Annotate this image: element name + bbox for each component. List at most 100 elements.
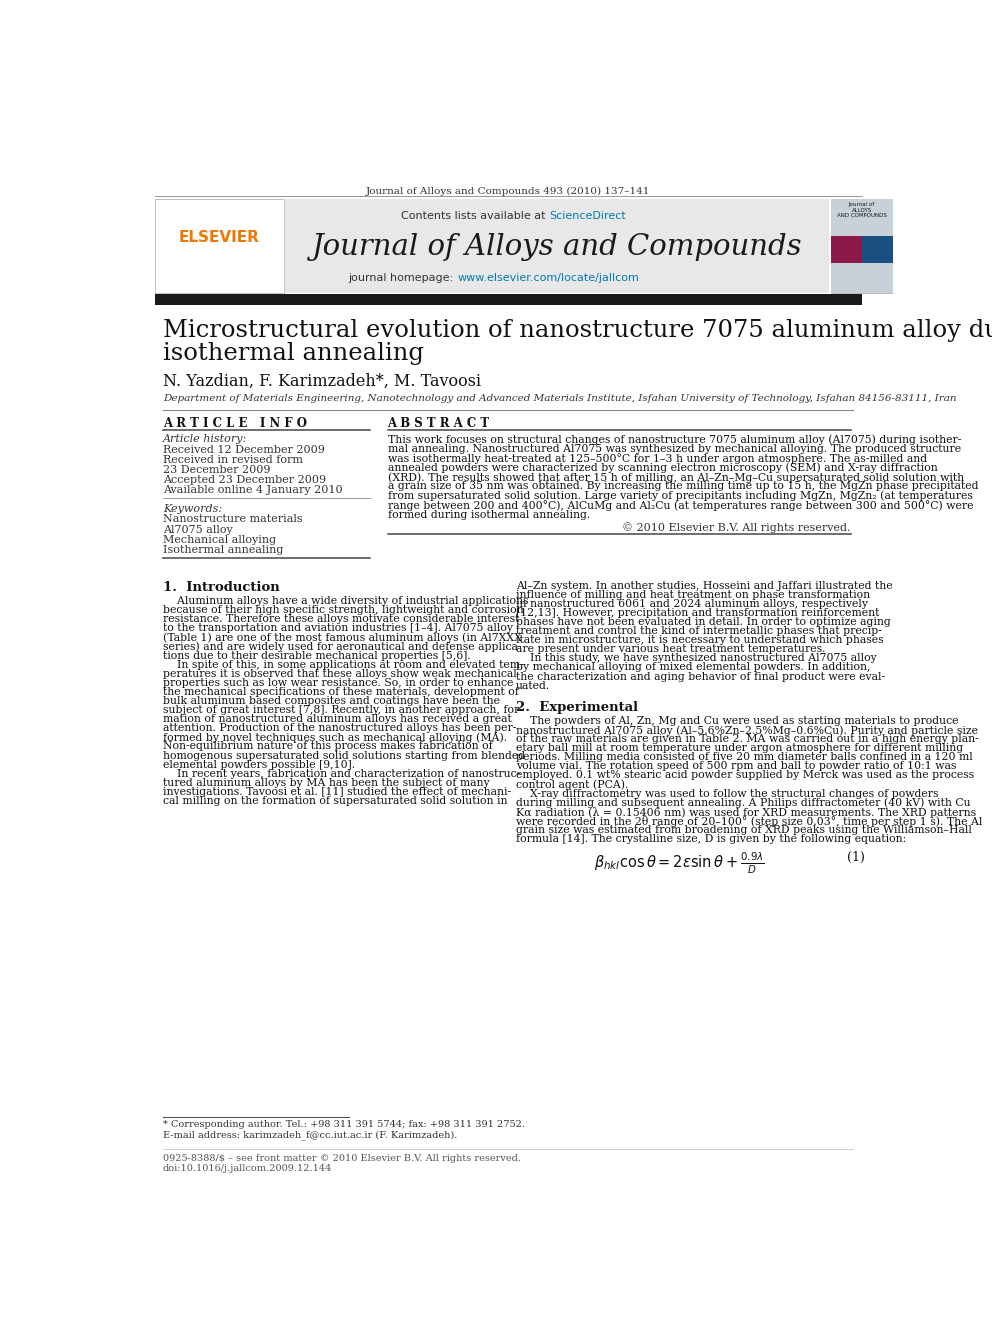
- Text: phases have not been evaluated in detail. In order to optimize aging: phases have not been evaluated in detail…: [516, 617, 891, 627]
- Text: Keywords:: Keywords:: [163, 504, 222, 513]
- Text: Received in revised form: Received in revised form: [163, 455, 303, 466]
- Text: in nanostructured 6061 and 2024 aluminum alloys, respectively: in nanostructured 6061 and 2024 aluminum…: [516, 599, 868, 609]
- FancyBboxPatch shape: [831, 198, 893, 292]
- Text: Kα radiation (λ = 0.15406 nm) was used for XRD measurements. The XRD patterns: Kα radiation (λ = 0.15406 nm) was used f…: [516, 807, 976, 818]
- Text: volume vial. The rotation speed of 500 rpm and ball to powder ratio of 10:1 was: volume vial. The rotation speed of 500 r…: [516, 761, 956, 771]
- Text: In recent years, fabrication and characterization of nanostruc-: In recent years, fabrication and charact…: [163, 769, 520, 779]
- Text: Accepted 23 December 2009: Accepted 23 December 2009: [163, 475, 326, 486]
- Text: doi:10.1016/j.jallcom.2009.12.144: doi:10.1016/j.jallcom.2009.12.144: [163, 1164, 332, 1172]
- Text: ELSEVIER: ELSEVIER: [179, 230, 260, 245]
- Text: Contents lists available at: Contents lists available at: [401, 212, 549, 221]
- Text: attention. Production of the nanostructured alloys has been per-: attention. Production of the nanostructu…: [163, 724, 516, 733]
- Text: ScienceDirect: ScienceDirect: [550, 212, 626, 221]
- Text: © 2010 Elsevier B.V. All rights reserved.: © 2010 Elsevier B.V. All rights reserved…: [622, 523, 851, 533]
- Text: This work focuses on structural changes of nanostructure 7075 aluminum alloy (Al: This work focuses on structural changes …: [388, 434, 961, 445]
- Text: X-ray diffractometry was used to follow the structural changes of powders: X-ray diffractometry was used to follow …: [516, 789, 938, 799]
- Text: Available online 4 January 2010: Available online 4 January 2010: [163, 486, 342, 495]
- FancyBboxPatch shape: [831, 198, 893, 235]
- Text: Nanostructure materials: Nanostructure materials: [163, 515, 303, 524]
- Text: journal homepage:: journal homepage:: [348, 273, 457, 283]
- Text: a grain size of 35 nm was obtained. By increasing the milling time up to 15 h, t: a grain size of 35 nm was obtained. By i…: [388, 482, 978, 491]
- Text: Microstructural evolution of nanostructure 7075 aluminum alloy during: Microstructural evolution of nanostructu…: [163, 319, 992, 341]
- Text: formula [14]. The crystalline size, D is given by the following equation:: formula [14]. The crystalline size, D is…: [516, 833, 907, 844]
- Text: resistance. Therefore these alloys motivate considerable interest: resistance. Therefore these alloys motiv…: [163, 614, 519, 624]
- Text: [12,13]. However, precipitation and transformation reinforcement: [12,13]. However, precipitation and tran…: [516, 609, 880, 618]
- Text: A R T I C L E   I N F O: A R T I C L E I N F O: [163, 418, 307, 430]
- Text: Department of Materials Engineering, Nanotechnology and Advanced Materials Insti: Department of Materials Engineering, Nan…: [163, 394, 956, 404]
- Text: are present under various heat treatment temperatures.: are present under various heat treatment…: [516, 644, 825, 655]
- Text: was isothermally heat-treated at 125–500°C for 1–3 h under argon atmosphere. The: was isothermally heat-treated at 125–500…: [388, 454, 927, 464]
- Text: In spite of this, in some applications at room and elevated tem-: In spite of this, in some applications a…: [163, 660, 524, 669]
- Text: series) and are widely used for aeronautical and defense applica-: series) and are widely used for aeronaut…: [163, 642, 521, 652]
- Text: Journal of Alloys and Compounds: Journal of Alloys and Compounds: [311, 233, 803, 261]
- Text: Mechanical alloying: Mechanical alloying: [163, 534, 276, 545]
- Text: www.elsevier.com/locate/jallcom: www.elsevier.com/locate/jallcom: [458, 273, 640, 283]
- Text: influence of milling and heat treatment on phase transformation: influence of milling and heat treatment …: [516, 590, 870, 599]
- Text: cal milling on the formation of supersaturated solid solution in: cal milling on the formation of supersat…: [163, 796, 507, 806]
- Text: were recorded in the 2θ range of 20–100° (step size 0.03°, time per step 1 s). T: were recorded in the 2θ range of 20–100°…: [516, 816, 982, 827]
- Text: to the transportation and aviation industries [1–4]. Al7075 alloy: to the transportation and aviation indus…: [163, 623, 513, 634]
- Text: A B S T R A C T: A B S T R A C T: [388, 418, 490, 430]
- Text: annealed powders were characterized by scanning electron microscopy (SEM) and X-: annealed powders were characterized by s…: [388, 463, 937, 474]
- Text: mation of nanostructured aluminum alloys has received a great: mation of nanostructured aluminum alloys…: [163, 714, 512, 724]
- Text: Isothermal annealing: Isothermal annealing: [163, 545, 283, 554]
- Text: range between 200 and 400°C), AlCuMg and Al₂Cu (at temperatures range between 30: range between 200 and 400°C), AlCuMg and…: [388, 500, 973, 511]
- FancyBboxPatch shape: [286, 198, 829, 292]
- Text: (XRD). The results showed that after 15 h of milling, an Al–Zn–Mg–Cu supersatura: (XRD). The results showed that after 15 …: [388, 472, 963, 483]
- Text: homogenous supersaturated solid solutions starting from blended: homogenous supersaturated solid solution…: [163, 750, 525, 761]
- Text: 2.  Experimental: 2. Experimental: [516, 701, 638, 713]
- Text: of the raw materials are given in Table 2. MA was carried out in a high energy p: of the raw materials are given in Table …: [516, 734, 979, 744]
- Text: the characterization and aging behavior of final product were eval-: the characterization and aging behavior …: [516, 672, 885, 681]
- FancyBboxPatch shape: [831, 235, 862, 263]
- Text: Al7075 alloy: Al7075 alloy: [163, 524, 232, 534]
- Text: investigations. Tavoosi et al. [11] studied the effect of mechani-: investigations. Tavoosi et al. [11] stud…: [163, 787, 511, 796]
- Text: 0925-8388/$ – see front matter © 2010 Elsevier B.V. All rights reserved.: 0925-8388/$ – see front matter © 2010 El…: [163, 1154, 521, 1163]
- Text: the mechanical specifications of these materials, development of: the mechanical specifications of these m…: [163, 687, 519, 697]
- Text: itate in microstructure, it is necessary to understand which phases: itate in microstructure, it is necessary…: [516, 635, 884, 646]
- Text: Article history:: Article history:: [163, 434, 247, 445]
- Text: employed. 0.1 wt% stearic acid powder supplied by Merck was used as the process: employed. 0.1 wt% stearic acid powder su…: [516, 770, 974, 781]
- FancyBboxPatch shape: [155, 198, 284, 292]
- Text: tured aluminum alloys by MA has been the subject of many: tured aluminum alloys by MA has been the…: [163, 778, 489, 787]
- Text: from supersaturated solid solution. Large variety of precipitants including MgZn: from supersaturated solid solution. Larg…: [388, 491, 972, 501]
- Text: treatment and control the kind of intermetallic phases that precip-: treatment and control the kind of interm…: [516, 626, 882, 636]
- FancyBboxPatch shape: [862, 235, 893, 263]
- Text: elemental powders possible [9,10].: elemental powders possible [9,10].: [163, 759, 355, 770]
- Text: bulk aluminum based composites and coatings have been the: bulk aluminum based composites and coati…: [163, 696, 500, 706]
- Text: etary ball mill at room temperature under argon atmosphere for different milling: etary ball mill at room temperature unde…: [516, 744, 963, 753]
- Text: (1): (1): [847, 851, 865, 864]
- Text: periods. Milling media consisted of five 20 mm diameter balls confined in a 120 : periods. Milling media consisted of five…: [516, 753, 973, 762]
- Text: Aluminum alloys have a wide diversity of industrial applications: Aluminum alloys have a wide diversity of…: [163, 597, 529, 606]
- Text: In this study, we have synthesized nanostructured Al7075 alloy: In this study, we have synthesized nanos…: [516, 654, 877, 663]
- Text: control agent (PCA).: control agent (PCA).: [516, 779, 629, 790]
- Text: E-mail address: karimzadeh_f@cc.iut.ac.ir (F. Karimzadeh).: E-mail address: karimzadeh_f@cc.iut.ac.i…: [163, 1130, 457, 1139]
- Text: Al–Zn system. In another studies, Hosseini and Jaffari illustrated the: Al–Zn system. In another studies, Hossei…: [516, 581, 893, 591]
- FancyBboxPatch shape: [155, 294, 862, 306]
- Text: (Table 1) are one of the most famous aluminum alloys (in Al7XXX: (Table 1) are one of the most famous alu…: [163, 632, 522, 643]
- Text: uated.: uated.: [516, 680, 551, 691]
- Text: peratures it is observed that these alloys show weak mechanical: peratures it is observed that these allo…: [163, 669, 517, 679]
- Text: because of their high specific strength, lightweight and corrosion: because of their high specific strength,…: [163, 605, 524, 615]
- Text: $\beta_{hkl} \cos\theta = 2\varepsilon \sin\theta + \frac{0.9\lambda}{D}$: $\beta_{hkl} \cos\theta = 2\varepsilon \…: [593, 851, 765, 876]
- Text: tions due to their desirable mechanical properties [5,6].: tions due to their desirable mechanical …: [163, 651, 470, 660]
- Text: mal annealing. Nanostructured Al7075 was synthesized by mechanical alloying. The: mal annealing. Nanostructured Al7075 was…: [388, 443, 960, 454]
- Text: by mechanical alloying of mixed elemental powders. In addition,: by mechanical alloying of mixed elementa…: [516, 663, 871, 672]
- Text: subject of great interest [7,8]. Recently, in another approach, for-: subject of great interest [7,8]. Recentl…: [163, 705, 523, 716]
- Text: Journal of
ALLOYS
AND COMPOUNDS: Journal of ALLOYS AND COMPOUNDS: [837, 202, 887, 218]
- Text: isothermal annealing: isothermal annealing: [163, 343, 424, 365]
- Text: properties such as low wear resistance. So, in order to enhance: properties such as low wear resistance. …: [163, 677, 513, 688]
- Text: Journal of Alloys and Compounds 493 (2010) 137–141: Journal of Alloys and Compounds 493 (201…: [366, 187, 651, 196]
- Text: during milling and subsequent annealing. A Philips diffractometer (40 kV) with C: during milling and subsequent annealing.…: [516, 798, 971, 808]
- Text: * Corresponding author. Tel.: +98 311 391 5744; fax: +98 311 391 2752.: * Corresponding author. Tel.: +98 311 39…: [163, 1119, 525, 1129]
- Text: formed by novel techniques such as mechanical alloying (MA).: formed by novel techniques such as mecha…: [163, 733, 507, 744]
- Text: nanostructured Al7075 alloy (Al–5.6%Zn–2.5%Mg–0.6%Cu). Purity and particle size: nanostructured Al7075 alloy (Al–5.6%Zn–2…: [516, 725, 978, 736]
- Text: 1.  Introduction: 1. Introduction: [163, 581, 280, 594]
- Text: N. Yazdian, F. Karimzadeh*, M. Tavoosi: N. Yazdian, F. Karimzadeh*, M. Tavoosi: [163, 373, 481, 390]
- Text: The powders of Al, Zn, Mg and Cu were used as starting materials to produce: The powders of Al, Zn, Mg and Cu were us…: [516, 716, 958, 726]
- Text: formed during isothermal annealing.: formed during isothermal annealing.: [388, 509, 590, 520]
- Text: Non-equilibrium nature of this process makes fabrication of: Non-equilibrium nature of this process m…: [163, 741, 492, 751]
- Text: Received 12 December 2009: Received 12 December 2009: [163, 446, 324, 455]
- Text: 23 December 2009: 23 December 2009: [163, 466, 270, 475]
- FancyBboxPatch shape: [831, 263, 893, 292]
- Text: grain size was estimated from broadening of XRD peaks using the Williamson–Hall: grain size was estimated from broadening…: [516, 826, 972, 835]
